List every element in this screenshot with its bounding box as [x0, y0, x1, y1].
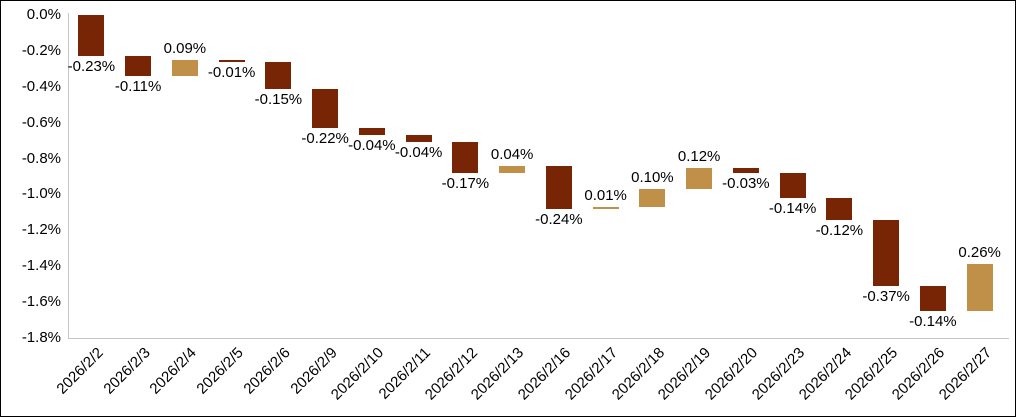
bar-data-label: -0.04% [394, 144, 443, 162]
x-axis-line [68, 338, 1009, 339]
bar-data-label: -0.01% [207, 63, 256, 81]
bar-data-label: 0.09% [163, 39, 207, 57]
waterfall-bar [919, 285, 946, 312]
bar-data-label: -0.14% [768, 200, 817, 218]
waterfall-bar [639, 189, 666, 207]
x-tick-label: 2026/2/4 [146, 344, 201, 398]
waterfall-bar [826, 198, 853, 220]
y-axis-line [68, 13, 69, 338]
waterfall-bar [218, 59, 245, 62]
waterfall-bar [545, 165, 572, 209]
waterfall-bar [358, 128, 385, 136]
y-tick-label: -0.8% [21, 149, 61, 167]
waterfall-bar [312, 88, 339, 129]
bar-data-label: -0.23% [67, 58, 116, 76]
waterfall-bar [452, 142, 479, 173]
bar-data-label: -0.15% [254, 90, 303, 108]
bar-data-label: 0.10% [631, 169, 674, 187]
y-tick-label: -1.0% [21, 185, 61, 203]
x-tick-label: 2026/2/6 [240, 344, 294, 398]
waterfall-bar [499, 165, 526, 173]
y-tick-label: -1.6% [21, 293, 61, 311]
waterfall-bar [592, 207, 619, 209]
waterfall-bar [171, 59, 198, 76]
bar-data-label: -0.22% [301, 130, 349, 148]
waterfall-bar [779, 172, 806, 199]
y-tick-label: -1.4% [21, 257, 61, 275]
x-tick-label: 2026/2/3 [100, 344, 154, 398]
y-tick-label: -0.2% [21, 41, 61, 59]
waterfall-bar [405, 135, 432, 143]
waterfall-bar [873, 219, 900, 286]
waterfall-bar [686, 167, 713, 190]
bar-data-label: -0.12% [815, 221, 864, 239]
bar-data-label: -0.37% [862, 287, 910, 305]
bar-data-label: -0.24% [535, 210, 583, 228]
waterfall-bar [732, 167, 759, 173]
bar-data-label: -0.14% [909, 313, 957, 331]
waterfall-bar [125, 56, 152, 76]
x-tick-label: 2026/2/2 [53, 344, 107, 398]
bar-data-label: -0.17% [441, 174, 490, 192]
bar-data-label: 0.01% [584, 187, 627, 204]
y-tick-label: -0.4% [21, 77, 61, 95]
bar-data-label: 0.12% [677, 147, 721, 165]
waterfall-bar [78, 15, 105, 57]
x-tick-label: 2026/2/5 [193, 344, 247, 398]
y-tick-label: -1.2% [21, 221, 61, 239]
y-tick-label: -0.6% [21, 113, 61, 131]
waterfall-bar [265, 61, 292, 89]
bar-data-label: -0.03% [722, 174, 770, 192]
y-tick-label: -1.8% [21, 329, 61, 346]
y-tick-label: 0.0% [26, 6, 61, 23]
waterfall-bar [966, 264, 993, 312]
bar-data-label: 0.04% [490, 145, 534, 163]
bar-data-label: -0.11% [114, 78, 162, 95]
bar-data-label: -0.04% [348, 137, 396, 155]
bar-data-label: 0.26% [958, 244, 1001, 262]
